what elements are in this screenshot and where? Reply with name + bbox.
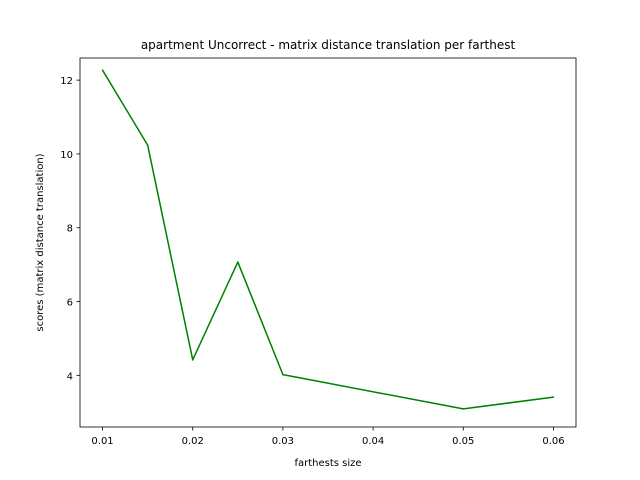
data-point	[552, 396, 555, 398]
x-tick-label: 0.04	[362, 436, 384, 447]
data-point	[101, 69, 104, 71]
y-tick-label: 8	[67, 224, 73, 235]
y-tick-label: 10	[60, 150, 73, 161]
y-tick-label: 4	[67, 371, 73, 382]
data-point	[191, 359, 194, 361]
chart-title: apartment Uncorrect - matrix distance tr…	[141, 38, 516, 52]
y-tick-label: 6	[67, 298, 73, 309]
data-point	[237, 261, 239, 263]
x-tick-label: 0.03	[272, 436, 294, 447]
y-tick-label: 12	[60, 76, 73, 87]
y-axis-label: scores (matrix distance translation)	[35, 153, 46, 331]
x-tick-label: 0.06	[542, 436, 564, 447]
data-point	[282, 373, 284, 376]
data-point	[462, 408, 465, 410]
y-axis-ticks: 4 6 8 10 12	[60, 76, 80, 382]
series-group	[101, 69, 555, 410]
data-point	[146, 144, 149, 146]
x-tick-label: 0.02	[182, 436, 204, 447]
x-axis-label: farthests size	[294, 458, 361, 469]
plot-area	[79, 57, 577, 428]
x-tick-label: 0.01	[91, 436, 113, 447]
x-tick-label: 0.05	[452, 436, 474, 447]
x-axis-ticks: 0.01 0.02 0.03 0.04 0.05 0.06	[91, 427, 565, 447]
